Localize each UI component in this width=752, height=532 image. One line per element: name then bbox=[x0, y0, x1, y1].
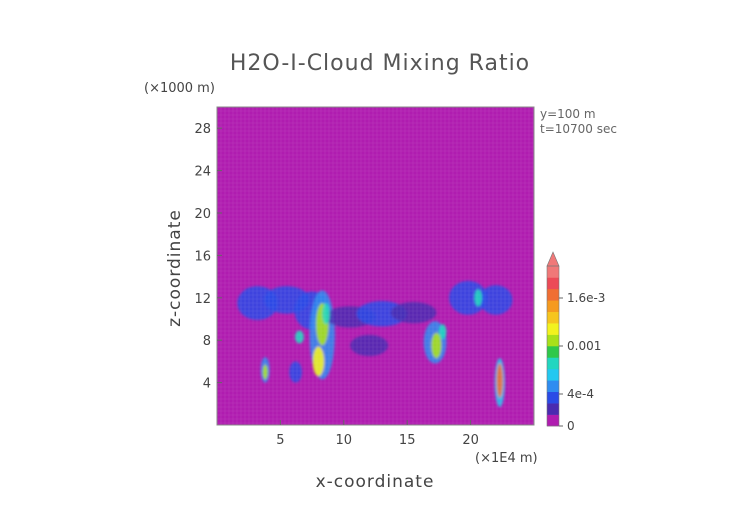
plot-frame bbox=[216, 106, 535, 426]
cloud-core-2 bbox=[322, 303, 330, 325]
y-unit-label: (×1000 m) bbox=[144, 81, 215, 96]
cloud-core-3 bbox=[431, 332, 442, 359]
colorbar-label: 0 bbox=[567, 419, 575, 433]
heatmap-background bbox=[217, 107, 534, 425]
y-tick-label: 24 bbox=[194, 165, 211, 180]
colorbar-segment bbox=[547, 403, 559, 415]
cloud-region-8 bbox=[449, 280, 488, 315]
colorbar-segment bbox=[547, 391, 559, 404]
colorbar-segment bbox=[547, 414, 559, 427]
cloud-core-5 bbox=[474, 289, 483, 307]
colorbar-segment bbox=[547, 368, 559, 381]
colorbar-segment bbox=[547, 346, 559, 358]
colorbar-label: 0.001 bbox=[567, 339, 601, 353]
colorbar-segment bbox=[547, 277, 559, 290]
y-tick-label: 12 bbox=[194, 292, 211, 307]
y-tick-label: 20 bbox=[194, 207, 211, 222]
cloud-core-6 bbox=[496, 363, 503, 398]
colorbar-segment bbox=[547, 334, 559, 347]
x-tick-label: 15 bbox=[399, 433, 416, 448]
y-tick-label: 8 bbox=[203, 334, 211, 349]
mesh-grid bbox=[217, 107, 534, 425]
chart-title: H2O-I-Cloud Mixing Ratio bbox=[230, 51, 530, 76]
x-tick-label: 10 bbox=[336, 433, 353, 448]
colorbar: 0 4e-4 0.001 1.6e-3 bbox=[546, 251, 605, 433]
colorbar-label: 4e-4 bbox=[567, 387, 594, 401]
x-tick-label: 5 bbox=[276, 433, 284, 448]
y-tick-label: 28 bbox=[194, 122, 211, 137]
colorbar-segment bbox=[547, 288, 559, 301]
colorbar-segment bbox=[547, 380, 559, 393]
colorbar-segment bbox=[547, 300, 559, 313]
cloud-core-1 bbox=[312, 346, 325, 377]
cloud-core-7 bbox=[262, 364, 268, 380]
cloud-region-6 bbox=[390, 302, 437, 324]
cloud-region-12 bbox=[350, 334, 389, 357]
x-tick-label: 20 bbox=[462, 433, 479, 448]
colorbar-segment bbox=[547, 323, 559, 335]
y-axis-label: z-coordinate bbox=[165, 209, 185, 327]
cloud-region-11 bbox=[289, 361, 302, 383]
y-tick-label: 4 bbox=[203, 377, 211, 392]
x-unit-label: (×1E4 m) bbox=[475, 451, 538, 466]
annotations: y=100 m t=10700 sec bbox=[540, 107, 617, 136]
x-axis-label: x-coordinate bbox=[316, 472, 435, 492]
colorbar-extend-arrow bbox=[546, 251, 560, 267]
colorbar-label: 1.6e-3 bbox=[567, 291, 605, 305]
cloud-core-8 bbox=[294, 330, 304, 344]
colorbar-segment bbox=[547, 311, 559, 324]
colorbar-segment bbox=[547, 266, 559, 278]
cloud-region-9 bbox=[479, 285, 513, 315]
y-tick-label: 16 bbox=[194, 249, 211, 264]
plot-area bbox=[217, 107, 534, 425]
annotation-time: t=10700 sec bbox=[540, 122, 617, 136]
heatmap-field bbox=[217, 107, 534, 425]
axes: 5 10 15 20 4 8 12 16 20 24 28 bbox=[194, 106, 535, 448]
annotation-y-slice: y=100 m bbox=[540, 107, 596, 121]
cloud-core-4 bbox=[438, 324, 447, 340]
colorbar-segment bbox=[547, 357, 559, 370]
